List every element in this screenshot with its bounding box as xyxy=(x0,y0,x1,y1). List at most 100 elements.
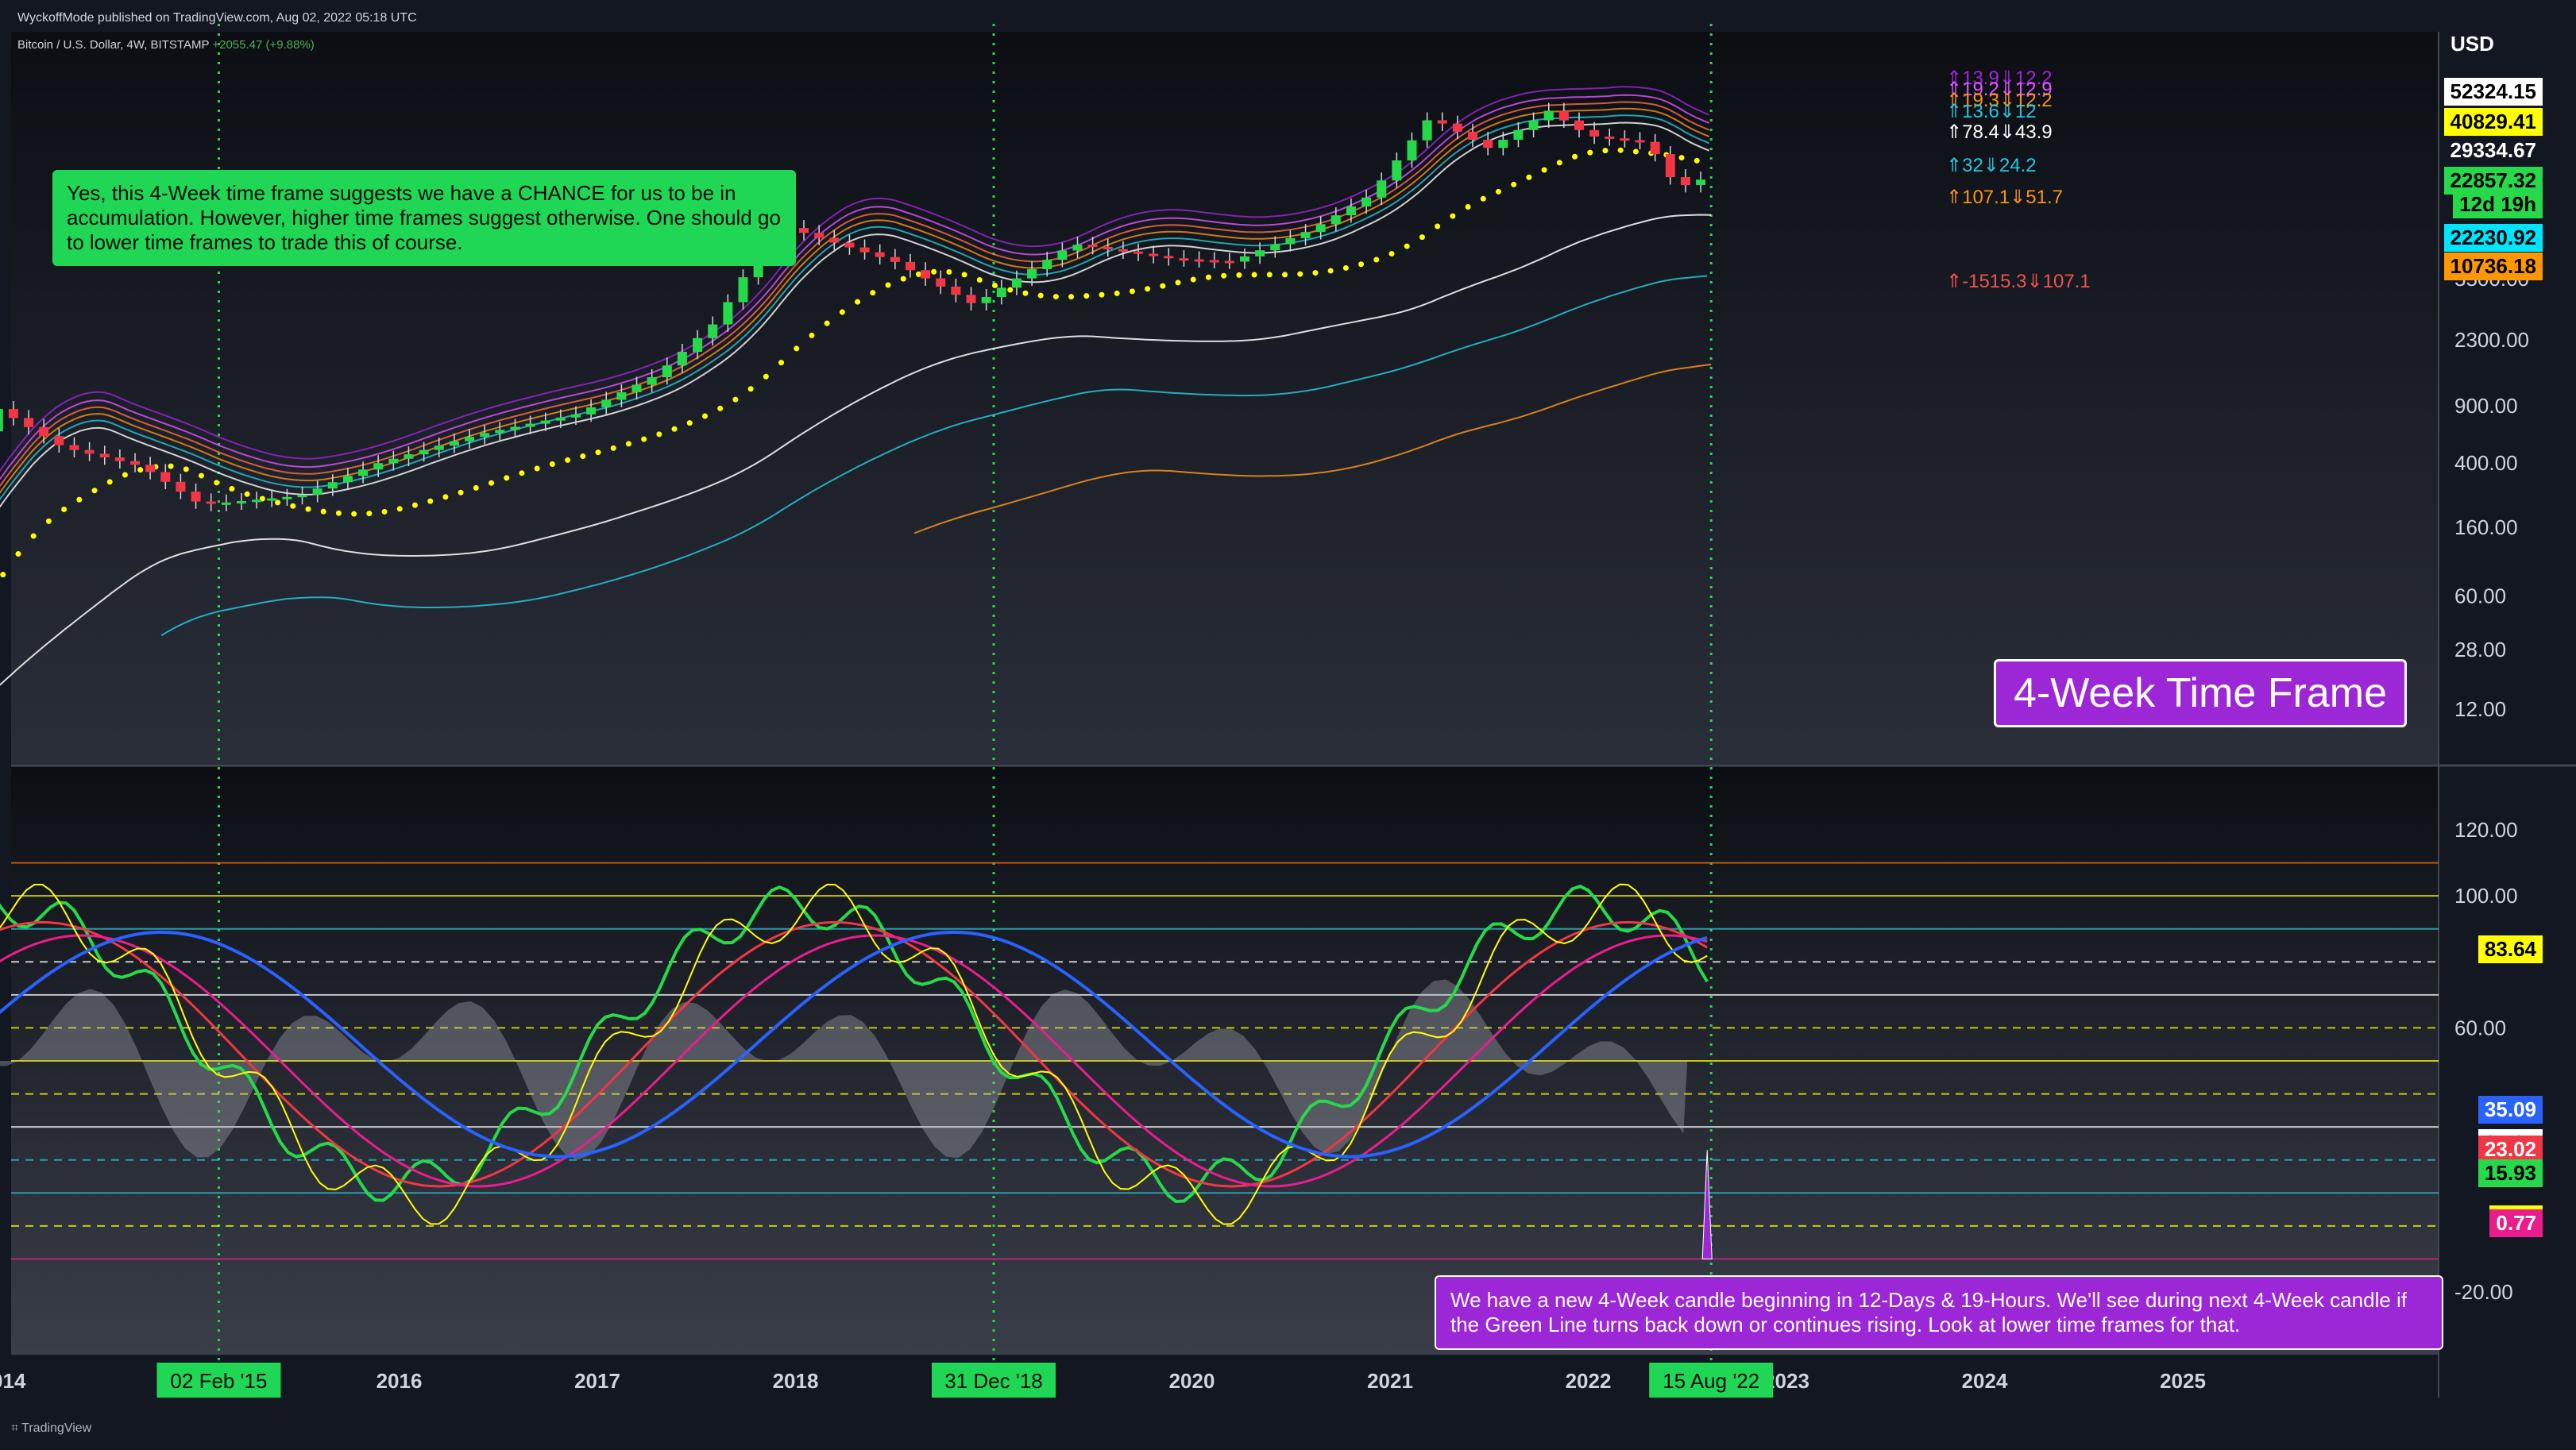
baseline-dot xyxy=(244,491,250,497)
baseline-dot xyxy=(656,431,662,438)
envelope-band-line xyxy=(0,94,1710,480)
baseline-dot xyxy=(351,511,357,517)
yellow-oscillator-line xyxy=(0,883,1708,1225)
candle-body xyxy=(114,457,125,461)
indicator-value-label: ⇑107.1⇓51.7 xyxy=(1946,187,2063,208)
price-tag: 22857.32 xyxy=(2443,167,2543,195)
candle-body xyxy=(708,324,718,338)
baseline-dot xyxy=(504,475,510,481)
candle-body xyxy=(1149,253,1159,256)
timeframe-label: 4-Week Time Frame xyxy=(1994,659,2408,727)
highlight-date-badge xyxy=(156,1363,281,1398)
green-annotation-callout: Yes, this 4-Week time frame suggests we … xyxy=(52,170,796,266)
candle-body xyxy=(723,302,733,325)
time-tick-label: 2016 xyxy=(377,1369,423,1393)
price-tag: 12d 19h xyxy=(2453,191,2543,218)
candle-body xyxy=(130,461,141,465)
baseline-dot xyxy=(885,282,891,288)
baseline-dot xyxy=(1419,234,1425,241)
candle-body xyxy=(449,441,459,446)
baseline-dot xyxy=(625,441,631,447)
price-tick-label: 60.00 xyxy=(2454,584,2506,608)
envelope-band-line xyxy=(0,121,1710,508)
candle-body xyxy=(8,409,18,418)
candle-body xyxy=(54,436,64,445)
oscillator-value-tag: 15.93 xyxy=(2478,1159,2543,1187)
price-pane xyxy=(11,32,2439,764)
candle-body xyxy=(191,492,201,502)
candle-body xyxy=(1330,215,1341,225)
candle-countdown-marker xyxy=(1701,1150,1713,1259)
baseline-dot xyxy=(946,268,952,275)
baseline-dot xyxy=(1221,272,1227,279)
baseline-dot xyxy=(1190,276,1196,283)
price-tick-label: 160.00 xyxy=(2454,515,2518,539)
baseline-dot xyxy=(809,332,815,338)
time-tick-label: 2022 xyxy=(1566,1369,1612,1393)
candle-body xyxy=(829,237,840,243)
baseline-dot xyxy=(915,271,921,277)
candle-body xyxy=(555,417,566,421)
tradingview-logo: ⌗ TradingView xyxy=(11,1421,92,1435)
price-tag: 22230.92 xyxy=(2443,224,2543,252)
baseline-dot xyxy=(839,309,845,315)
baseline-dot xyxy=(1572,153,1578,160)
baseline-dot xyxy=(549,461,555,468)
candle-body xyxy=(465,437,475,442)
baseline-dot xyxy=(1617,147,1624,153)
candle-body xyxy=(1027,268,1037,279)
baseline-dot xyxy=(411,502,418,508)
baseline-dot xyxy=(519,470,525,476)
oscillator-value-tag: 23.02 xyxy=(2478,1136,2543,1164)
baseline-dot xyxy=(763,373,769,380)
baseline-dot xyxy=(1129,288,1135,295)
candle-body xyxy=(252,499,262,503)
price-tick-label: 12.00 xyxy=(2454,697,2506,721)
baseline-dot xyxy=(580,453,586,460)
candle-body xyxy=(844,242,855,248)
baseline-dot xyxy=(641,436,647,442)
candle-body xyxy=(1589,129,1600,137)
candle-body xyxy=(996,287,1006,298)
baseline-dot xyxy=(91,488,98,494)
time-tick-label: 2014 xyxy=(0,1369,26,1393)
baseline-dot xyxy=(1052,294,1059,300)
candle-body xyxy=(1483,140,1493,148)
red-oscillator-line xyxy=(0,920,1708,1188)
baseline-dot xyxy=(610,445,616,451)
candle-body xyxy=(480,433,490,438)
baseline-dot xyxy=(427,498,434,504)
candle-body xyxy=(1392,160,1402,181)
candle-body xyxy=(160,472,171,482)
oscillator-tick-label: 100.00 xyxy=(2454,884,2518,908)
baseline-dot xyxy=(1251,272,1257,278)
symbol-name: Bitcoin / U.S. Dollar, 4W, BITSTAMP xyxy=(17,38,210,52)
baseline-dot xyxy=(595,449,601,456)
candle-body xyxy=(647,376,657,385)
baseline-dot xyxy=(824,320,830,326)
candle-body xyxy=(206,501,216,504)
baseline-dot xyxy=(900,276,906,282)
currency-label[interactable]: USD xyxy=(2450,32,2494,56)
baseline-dot xyxy=(976,276,983,283)
baseline-dot xyxy=(0,572,6,578)
candle-body xyxy=(981,297,991,303)
candle-body xyxy=(39,426,49,437)
baseline-dot xyxy=(1495,188,1501,195)
baseline-dot xyxy=(15,550,21,557)
time-tick-label: 2024 xyxy=(1962,1369,2008,1393)
candle-body xyxy=(1377,180,1387,198)
baseline-dot xyxy=(76,496,83,503)
baseline-dot xyxy=(1312,270,1319,276)
candle-body xyxy=(1239,256,1249,262)
baseline-dot xyxy=(183,466,189,472)
candle-body xyxy=(586,407,597,415)
candle-body xyxy=(145,465,156,472)
candle-body xyxy=(1605,136,1615,139)
purple-annotation-callout: We have a new 4-Week candle beginning in… xyxy=(1435,1275,2443,1350)
candle-body xyxy=(525,423,535,427)
candle-body xyxy=(1255,250,1265,256)
candle-body xyxy=(1620,138,1630,141)
blue-oscillator-line xyxy=(0,930,1708,1159)
price-tick-label: 400.00 xyxy=(2454,451,2518,475)
